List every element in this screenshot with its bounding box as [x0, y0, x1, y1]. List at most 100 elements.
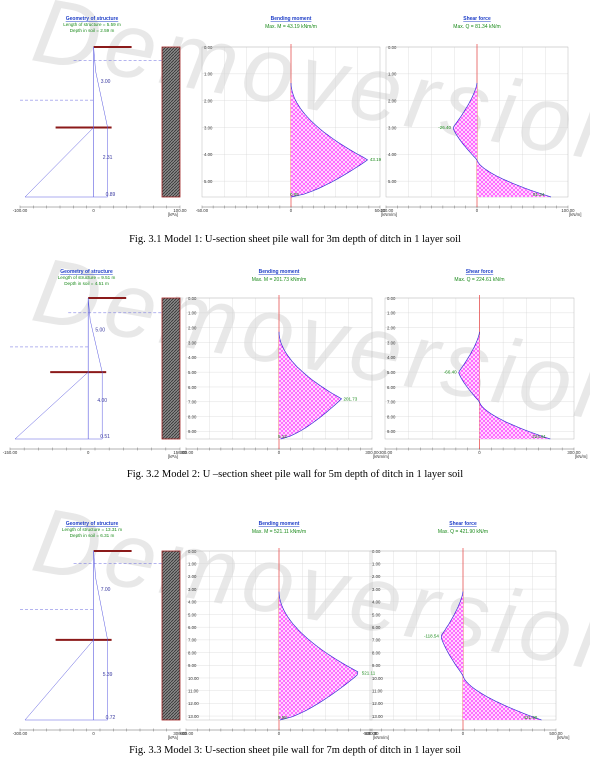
sheet-pile	[161, 550, 181, 721]
y-tick-label: 3.00	[204, 125, 213, 130]
y-tick-label: 13.00	[372, 714, 383, 719]
y-tick-label: 4.00	[204, 152, 213, 157]
y-tick-label: 2.00	[188, 325, 197, 330]
chart-title: Shear force	[449, 521, 477, 527]
figure-caption-3: Fig. 3.3 Model 3: U-section sheet pile w…	[129, 745, 461, 756]
pressure-diagram	[24, 550, 108, 721]
lower-dimension-label: 5.39	[103, 672, 113, 678]
x-axis-unit: [kNm/m]	[373, 735, 389, 740]
y-tick-label: 4.00	[188, 355, 197, 360]
geometry-title: Geometry of structure	[66, 521, 119, 527]
geometry-title: Geometry of structure	[66, 16, 119, 22]
max-moment-label: 521.11	[362, 670, 376, 675]
x-tick-label: -300.00	[179, 450, 194, 455]
x-tick-label: 100.00	[561, 208, 575, 213]
max-moment-label: 43.19	[370, 157, 382, 162]
y-tick-label: 3.00	[188, 587, 197, 592]
x-tick-label: 0	[92, 731, 95, 736]
moment-curve	[290, 82, 369, 198]
end-shear-label: 421.90	[523, 715, 537, 720]
shear-area	[458, 331, 551, 439]
moment-curve	[278, 331, 343, 440]
y-tick-label: 10.00	[188, 676, 199, 681]
min-shear-label: -66.40	[444, 370, 457, 375]
chart-subtitle: Max. M = 201.73 kNm/m	[252, 277, 307, 283]
chart-subtitle: Max. Q = 81.34 kN/m	[453, 24, 500, 30]
bottom-dimension-label: 0.72	[106, 715, 116, 721]
chart-title: Bending moment	[259, 521, 300, 527]
geometry-length-text: Length of structure = 5.59 m	[63, 22, 121, 27]
lower-dimension-label: 4.00	[97, 398, 107, 404]
sheet-pile	[161, 46, 181, 198]
chart-subtitle: Max. M = 43.19 kNm/m	[265, 24, 317, 30]
y-tick-label: 0.00	[204, 45, 213, 50]
x-tick-label: -300.00	[13, 731, 28, 736]
chart-subtitle: Max. Q = 421.90 kN/m	[438, 529, 488, 535]
y-tick-label: 7.00	[372, 638, 381, 643]
upper-dimension-label: 3.00	[101, 79, 111, 85]
chart-subtitle: Max. M = 521.11 kNm/m	[252, 529, 306, 535]
y-tick-label: 0.00	[188, 296, 197, 301]
x-axis-unit: [kPa]	[168, 212, 178, 217]
shear-curve	[440, 591, 542, 721]
x-axis-unit: [kN/m]	[557, 735, 569, 740]
y-tick-label: 2.00	[204, 98, 213, 103]
y-tick-label: 5.00	[188, 370, 197, 375]
y-tick-label: 3.00	[387, 340, 396, 345]
upper-dimension-label: 5.00	[95, 327, 105, 333]
y-tick-label: 3.00	[372, 587, 381, 592]
end-shear-label: 81.34	[533, 192, 545, 197]
y-tick-label: 11.00	[188, 688, 199, 693]
x-tick-label: 50.00	[375, 208, 386, 213]
x-tick-label: 150.00	[173, 450, 187, 455]
y-tick-label: 0.00	[188, 549, 197, 554]
y-tick-label: 7.00	[188, 638, 197, 643]
y-tick-label: 6.00	[387, 385, 396, 390]
x-tick-label: 0	[87, 450, 90, 455]
y-tick-label: 10.00	[372, 676, 383, 681]
y-tick-label: 9.00	[372, 663, 381, 668]
moment-area	[291, 83, 368, 197]
y-tick-label: 9.00	[188, 429, 197, 434]
x-tick-label: 600.00	[365, 731, 379, 736]
y-tick-label: 8.00	[387, 414, 396, 419]
x-tick-label: 0	[462, 731, 465, 736]
y-tick-label: 4.00	[388, 152, 397, 157]
x-tick-label: 300.00	[567, 450, 581, 455]
y-tick-label: 2.00	[388, 98, 397, 103]
y-tick-label: 1.00	[388, 72, 397, 77]
x-tick-label: -100.00	[13, 208, 28, 213]
chart-title: Shear force	[463, 16, 491, 22]
x-axis-unit: [kN/m]	[575, 454, 587, 459]
shear-area	[453, 83, 551, 197]
x-tick-label: -600.00	[179, 731, 194, 736]
end-moment-label: 5.12	[278, 434, 287, 439]
y-tick-label: 13.00	[188, 714, 199, 719]
x-tick-label: 100.00	[173, 208, 187, 213]
geometry-length-text: Length of structure = 13.31 m	[62, 527, 122, 532]
y-tick-label: 0.00	[388, 45, 397, 50]
y-tick-label: 5.00	[204, 179, 213, 184]
shear-curve	[452, 82, 552, 198]
y-tick-label: 6.00	[372, 625, 381, 630]
y-tick-label: 4.00	[387, 355, 396, 360]
y-tick-label: 1.00	[204, 72, 213, 77]
y-tick-label: 5.00	[387, 370, 396, 375]
y-tick-label: 11.00	[372, 688, 383, 693]
y-tick-label: 2.00	[188, 574, 197, 579]
figure-caption-2: Fig. 3.2 Model 2: U –section sheet pile …	[126, 469, 464, 480]
x-tick-label: -100.00	[379, 208, 394, 213]
x-axis-unit: [kNm/m]	[381, 212, 397, 217]
shear-area	[441, 591, 542, 720]
x-tick-label: -50.00	[196, 208, 209, 213]
y-tick-label: 4.00	[372, 600, 381, 605]
y-tick-label: 12.00	[188, 701, 199, 706]
y-tick-label: 9.00	[387, 429, 396, 434]
y-tick-label: 8.00	[188, 650, 197, 655]
y-tick-label: 0.00	[372, 549, 381, 554]
max-moment-label: 201.73	[344, 396, 358, 401]
y-tick-label: 2.00	[372, 574, 381, 579]
x-tick-label: 300.00	[173, 731, 187, 736]
min-shear-label: -118.54	[424, 634, 439, 639]
